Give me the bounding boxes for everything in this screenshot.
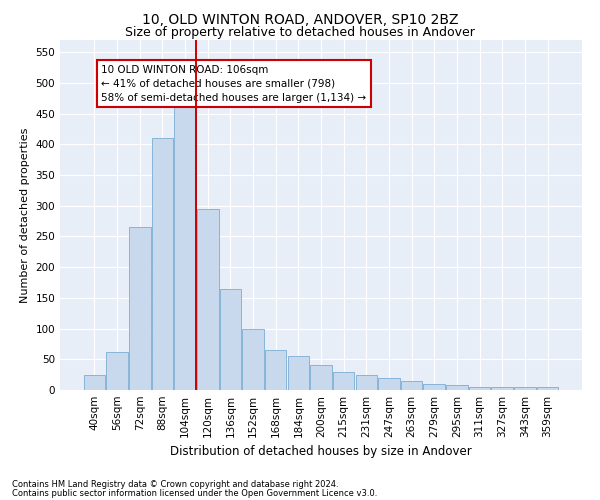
Text: Size of property relative to detached houses in Andover: Size of property relative to detached ho… bbox=[125, 26, 475, 39]
Bar bbox=[378, 378, 400, 390]
Bar bbox=[287, 356, 309, 390]
Bar bbox=[129, 228, 151, 390]
Bar bbox=[84, 374, 105, 390]
X-axis label: Distribution of detached houses by size in Andover: Distribution of detached houses by size … bbox=[170, 446, 472, 458]
Bar bbox=[152, 138, 173, 390]
Bar bbox=[514, 387, 536, 390]
Bar bbox=[356, 374, 377, 390]
Bar bbox=[310, 366, 332, 390]
Bar bbox=[424, 384, 445, 390]
Bar bbox=[265, 350, 286, 390]
Bar bbox=[242, 328, 264, 390]
Bar bbox=[446, 385, 467, 390]
Bar bbox=[220, 288, 241, 390]
Bar bbox=[333, 372, 355, 390]
Text: Contains HM Land Registry data © Crown copyright and database right 2024.: Contains HM Land Registry data © Crown c… bbox=[12, 480, 338, 489]
Bar bbox=[537, 387, 558, 390]
Text: 10, OLD WINTON ROAD, ANDOVER, SP10 2BZ: 10, OLD WINTON ROAD, ANDOVER, SP10 2BZ bbox=[142, 12, 458, 26]
Bar bbox=[469, 387, 490, 390]
Bar bbox=[175, 77, 196, 390]
Text: Contains public sector information licensed under the Open Government Licence v3: Contains public sector information licen… bbox=[12, 488, 377, 498]
Text: 10 OLD WINTON ROAD: 106sqm
← 41% of detached houses are smaller (798)
58% of sem: 10 OLD WINTON ROAD: 106sqm ← 41% of deta… bbox=[101, 64, 367, 102]
Bar bbox=[106, 352, 128, 390]
Y-axis label: Number of detached properties: Number of detached properties bbox=[20, 128, 30, 302]
Bar bbox=[197, 209, 218, 390]
Bar bbox=[491, 387, 513, 390]
Bar bbox=[401, 381, 422, 390]
